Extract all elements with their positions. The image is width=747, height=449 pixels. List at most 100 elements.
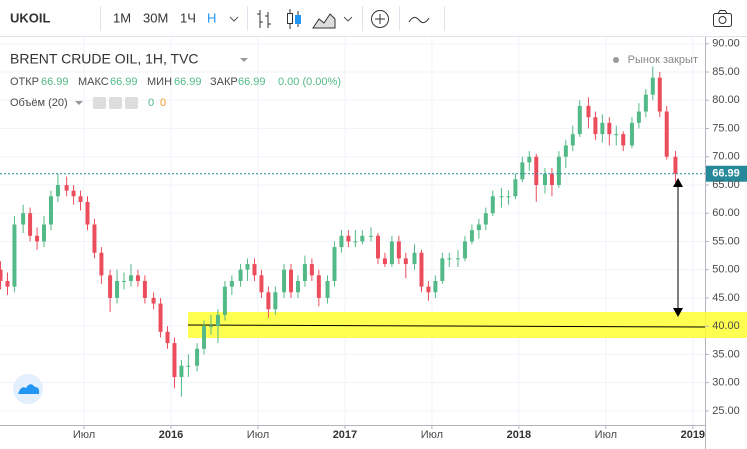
candle-body [455,258,460,260]
legend-title[interactable]: BRENT CRUDE OIL, 1H, TVC [10,51,199,67]
candle-body [186,365,191,367]
interval[interactable]: 1Ч [180,10,196,25]
candle-body [346,235,351,242]
candle-body [353,241,358,243]
candle-body [48,196,53,225]
candle-body [527,156,532,163]
screenshot-icon[interactable] [713,13,732,27]
candle-body [0,269,3,281]
logo[interactable] [13,374,43,404]
candle-body [433,280,438,293]
candle-body [222,286,227,315]
field-label: ЗАКР [210,76,238,88]
x-tick-label: Июл [421,429,443,441]
candle-body [570,134,575,146]
y-tick-label: 50.00 [712,264,740,276]
candle-body [621,134,626,146]
candle-body [64,184,69,191]
candle-body [664,111,669,157]
candle-body [396,241,401,259]
candle-body [483,213,488,225]
candle-body [419,252,424,287]
volume-value: 0 [148,97,154,109]
y-tick-label: 45.00 [712,292,740,304]
screenshot-icon[interactable] [718,16,727,24]
y-tick-label: 85.00 [712,66,740,78]
candle-body [165,331,170,344]
field-label: МАКС [78,76,109,88]
candle-body [35,235,40,242]
interval[interactable]: 1М [113,10,131,25]
chevron[interactable] [343,16,353,22]
candles [0,66,678,397]
x-tick-label: 2017 [333,429,357,441]
candle-body [490,196,495,214]
candle-body [520,162,525,180]
area-icon[interactable] [312,13,336,29]
bars-icon[interactable] [257,10,271,28]
indicators-icon[interactable] [371,10,389,28]
field-value: 66.99 [110,76,138,88]
candle-body [158,303,163,332]
candles-icon[interactable] [295,15,301,24]
volume-value: 0 [160,97,166,109]
candle-body [369,235,374,237]
eye-icon[interactable] [93,97,106,109]
candle-body [122,280,127,282]
volume-menu[interactable] [75,101,83,105]
legend: BRENT CRUDE OIL, 1H, TVC Рынок закрыт ОТ… [10,51,698,109]
legend-menu[interactable] [240,58,248,62]
y-tick-label: 65.00 [712,179,740,191]
candle-body [295,280,300,293]
field-value: 66.99 [41,76,69,88]
candle-body [108,275,113,298]
candle-body [506,196,511,198]
last-price-label: 66.99 [712,168,740,180]
candle-body [499,196,504,198]
candle-body [556,156,561,185]
logo-cloud[interactable] [18,384,40,394]
candle-body [99,252,104,276]
volume-label[interactable]: Объём (20) [10,97,68,109]
candle-body [593,117,598,135]
candle-body [332,247,337,281]
symbol[interactable]: UKOIL [10,10,51,25]
candle-body [403,258,408,265]
candle-body [195,348,200,366]
y-tick-label: 35.00 [712,348,740,360]
y-tick-label: 90.00 [712,38,740,50]
candle-body [273,292,278,310]
candle-body [542,173,547,185]
candle-body [55,184,60,197]
candle-body [375,235,380,259]
toolbar: UKOIL 1М 30М 1Ч Н [0,6,747,37]
candle-body [238,269,243,281]
x-tick-label: Июл [595,429,617,441]
y-tick-label: 25.00 [712,405,740,417]
last-price-box [706,165,747,182]
interval-active[interactable]: Н [207,10,216,25]
candle-body [600,122,605,135]
indicators-icon[interactable] [375,14,385,24]
candle-body [673,156,678,174]
candles-icon[interactable] [287,13,293,24]
candle-body [266,292,271,310]
candle-body [462,241,467,259]
settings-icon[interactable] [109,97,122,109]
change: 0.00 (0.00%) [278,76,341,88]
candle-body [629,122,634,146]
compare-icon[interactable] [408,16,430,24]
screenshot-icon[interactable] [717,10,728,14]
chevron[interactable] [229,16,239,22]
candle-body [28,213,33,236]
candle-body [282,269,287,293]
interval[interactable]: 30М [143,10,168,25]
candle-body [85,201,90,225]
close-icon[interactable] [125,97,138,109]
candle-body [360,235,365,242]
x-tick-label: 2018 [507,429,531,441]
candle-body [172,343,177,377]
candle-body [208,326,213,328]
candle-body [202,326,207,349]
